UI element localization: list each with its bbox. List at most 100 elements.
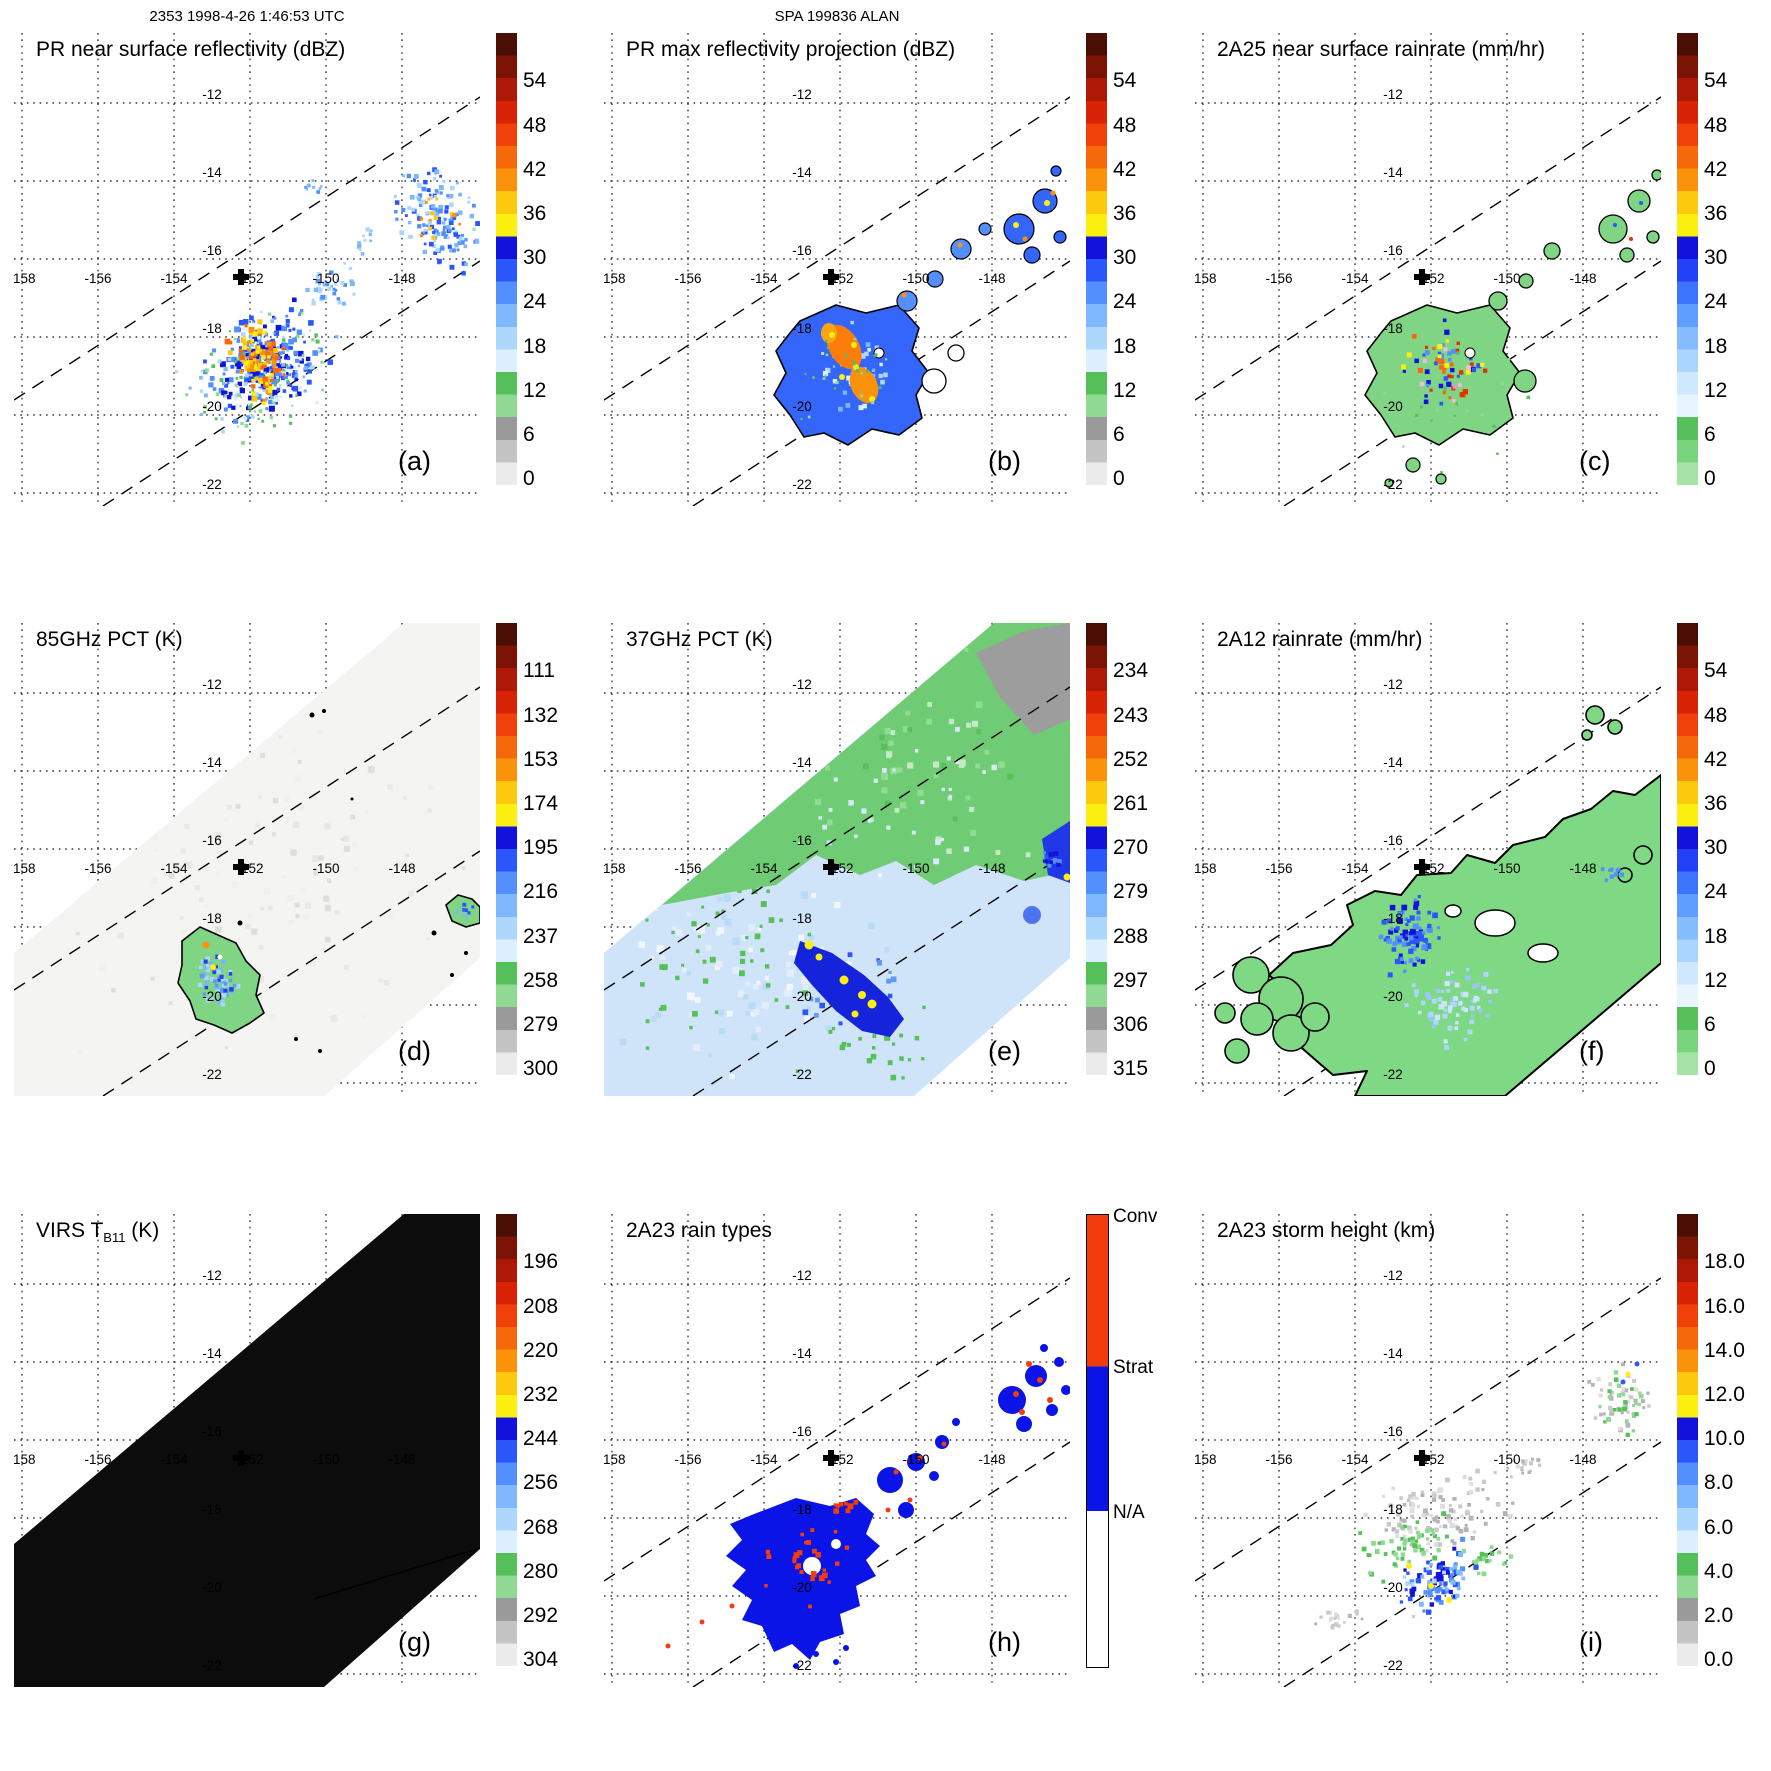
colorbar-tick-label: 12.0 <box>1704 1383 1745 1407</box>
colorbar-tick-label: 174 <box>523 792 559 816</box>
storm-center-cross-marker <box>823 1450 839 1466</box>
panel-title-i: 2A23 storm height (km) <box>1217 1219 1436 1242</box>
lon-label: -150 <box>902 271 929 286</box>
lon-label: -158 <box>1195 1452 1217 1467</box>
colorbar-tick-label: 292 <box>523 1604 559 1628</box>
colorbar-tick-label: 279 <box>1113 880 1149 904</box>
colorbar-ticks-d: 111 132 153 174 195 216 237 258 279 300 <box>523 623 595 1080</box>
lat-label: -16 <box>1383 1424 1403 1439</box>
colorbar-tick-label: 220 <box>523 1338 559 1362</box>
lat-label: -16 <box>202 1424 222 1439</box>
lat-label: -22 <box>202 1067 222 1082</box>
panel-letter-e: (e) <box>988 1036 1021 1066</box>
lat-label: -12 <box>202 677 222 692</box>
colorbar-tick-label: 0 <box>1113 467 1125 491</box>
colorbar-tick-label: 195 <box>523 836 559 860</box>
lon-label: -154 <box>160 271 188 286</box>
lon-label: -156 <box>674 861 701 876</box>
pr-swath-edge-dashes <box>1195 96 1661 506</box>
colorbar-ticks-e: 234 243 252 261 270 279 288 297 306 315 <box>1113 623 1185 1080</box>
lat-label: -22 <box>792 1067 812 1082</box>
panel-letter-c: (c) <box>1579 446 1611 476</box>
lat-label: -22 <box>202 1658 222 1673</box>
map-c: -158-156-154-152-150-148-12-14-16-18-20-… <box>1195 33 1661 506</box>
colorbar-ticks-a: 54 48 42 36 30 24 18 12 6 0 <box>523 33 595 490</box>
lat-label: -14 <box>1383 165 1403 180</box>
colorbar-tick-label: 279 <box>523 1013 559 1037</box>
lat-label: -18 <box>1383 1502 1403 1517</box>
colorbar-tick-label: 54 <box>1704 659 1728 683</box>
lon-label: -150 <box>902 1452 929 1467</box>
max-reflectivity-cells <box>773 165 1067 446</box>
lat-label: -18 <box>792 911 812 926</box>
swath-edge-line <box>313 1547 480 1600</box>
lat-label: -22 <box>1383 1658 1403 1673</box>
colorbar-tick-label: 36 <box>1704 792 1728 816</box>
lat-label: -18 <box>1383 911 1403 926</box>
colorbar-tick-label: 42 <box>523 157 547 181</box>
lat-label: -18 <box>202 321 222 336</box>
pr-swath-edge-dashes <box>14 686 480 1096</box>
colorbar-tick-label: 243 <box>1113 703 1149 727</box>
panel-title-g: VIRS TB11 (K) <box>36 1219 159 1245</box>
panel-title-d: 85GHz PCT (K) <box>36 628 183 651</box>
colorbar-a <box>496 33 517 485</box>
lon-label: -154 <box>1341 1452 1369 1467</box>
colorbar-tick-label: 258 <box>523 968 559 992</box>
panel-g: VIRS TB11 (K) -158-156-154-152-150-148-1… <box>0 1181 590 1771</box>
colorbar-tick-label: 244 <box>523 1427 559 1451</box>
lat-label: -16 <box>202 243 222 258</box>
lon-label: -156 <box>84 271 111 286</box>
colorbar-tick-label: 48 <box>1113 113 1137 137</box>
pr-swath-edge-dashes <box>604 686 1070 1096</box>
colorbar-ticks-b: 54 48 42 36 30 24 18 12 6 0 <box>1113 33 1185 490</box>
colorbar-tick-label: 16.0 <box>1704 1294 1745 1318</box>
storm-center-cross-marker <box>1414 859 1430 875</box>
axis-labels-layer: -158-156-154-152-150-148-12-14-16-18-20-… <box>1195 677 1597 1082</box>
lat-label: -22 <box>792 477 812 492</box>
colorbar-tick-label: 288 <box>1113 924 1149 948</box>
lon-label: -148 <box>978 271 1005 286</box>
lat-label: -20 <box>792 1580 812 1595</box>
map-d: -158-156-154-152-150-148-12-14-16-18-20-… <box>14 623 480 1096</box>
lon-label: -158 <box>1195 271 1217 286</box>
lat-label: -12 <box>202 1268 222 1283</box>
graticule-layer <box>1195 33 1661 506</box>
colorbar-tick-label: 6 <box>1113 423 1125 447</box>
lat-label: -12 <box>1383 1268 1403 1283</box>
colorbar-tick-label: 270 <box>1113 836 1149 860</box>
colorbar-tick-label: 36 <box>1113 202 1137 226</box>
rainrate-region <box>1364 169 1661 488</box>
panel-i: 2A23 storm height (km) -158-156-154-152-… <box>1181 1181 1771 1771</box>
axis-labels-layer: -158-156-154-152-150-148-12-14-16-18-20-… <box>604 87 1006 492</box>
colorbar-tick-label: 18.0 <box>1704 1250 1745 1274</box>
lon-label: -158 <box>604 861 626 876</box>
pct-minimum-blob <box>794 821 1070 1037</box>
lat-label: -12 <box>1383 677 1403 692</box>
lon-label: -154 <box>160 861 188 876</box>
panel-title-b: PR max reflectivity projection (dBZ) <box>626 38 956 61</box>
colorbar-tick-label: 12 <box>1704 968 1728 992</box>
panel-letter-f: (f) <box>1579 1036 1605 1066</box>
colorbar-tick-label: 12 <box>523 378 547 402</box>
axis-labels-layer: -158-156-154-152-150-148-12-14-16-18-20-… <box>604 677 1006 1082</box>
lat-label: -18 <box>202 911 222 926</box>
colorbar-ticks-f: 54 48 42 36 30 24 18 12 6 0 <box>1704 623 1771 1080</box>
lat-label: -16 <box>792 243 812 258</box>
graticule-layer <box>604 1214 1070 1687</box>
lon-label: -158 <box>604 1452 626 1467</box>
colorbar-tick-label: 0 <box>1704 1057 1716 1081</box>
axis-labels-layer: -158-156-154-152-150-148-12-14-16-18-20-… <box>14 87 416 492</box>
colorbar-tick-label: 14.0 <box>1704 1338 1745 1362</box>
colorbar-ticks-i: 18.0 16.0 14.0 12.0 10.0 8.0 6.0 4.0 2.0 0.0 <box>1704 1214 1771 1671</box>
lat-label: -14 <box>202 165 222 180</box>
title-g-subscript: B11 <box>103 1230 126 1246</box>
orbit-time-caption: 2353 1998-4-26 1:46:53 UTC <box>149 8 345 25</box>
colorbar-tick-label: 42 <box>1704 157 1728 181</box>
colorbar-tick-label: 153 <box>523 747 559 771</box>
lat-label: -12 <box>792 677 812 692</box>
colorbar-tick-label: 252 <box>1113 747 1149 771</box>
colorbar-tick-label: 234 <box>1113 659 1149 683</box>
lon-label: -154 <box>750 861 778 876</box>
lat-label: -16 <box>202 833 222 848</box>
